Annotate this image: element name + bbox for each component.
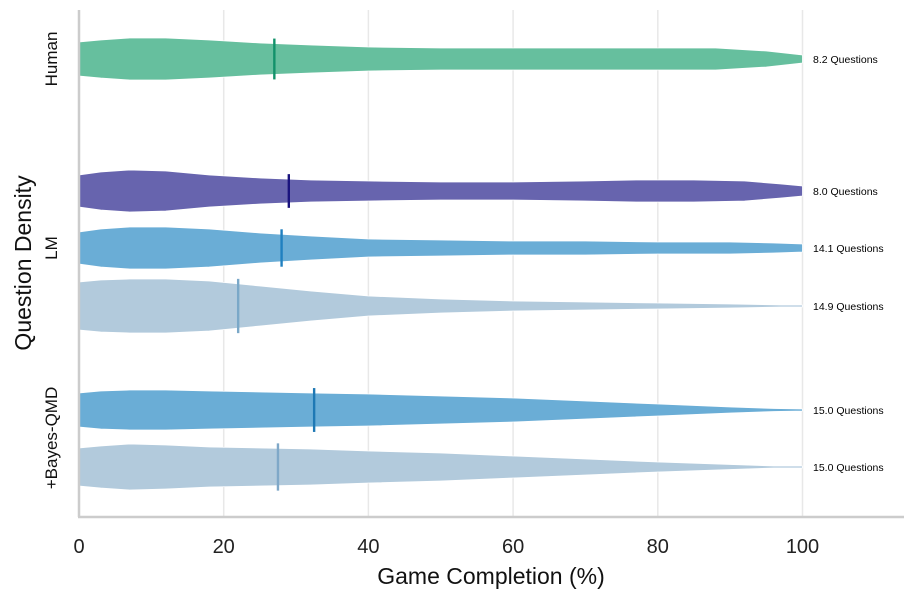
x-tick-label-20: 20 xyxy=(213,536,235,558)
y-axis-title: Question Density xyxy=(10,175,36,351)
x-tick-label-80: 80 xyxy=(647,536,669,558)
count-label-4: 14.9 Questions xyxy=(813,301,884,313)
group-label-lm: LM xyxy=(42,236,61,260)
count-label-2: 8.0 Questions xyxy=(813,186,878,198)
x-tick-label-40: 40 xyxy=(357,536,379,558)
violin-5 xyxy=(78,389,803,431)
group-label-bayes-qmd: +Bayes-QMD xyxy=(42,387,61,490)
grid-lines xyxy=(222,10,804,517)
x-tick-labels: 0 20 40 60 80 100 xyxy=(73,536,819,558)
x-axis-title: Game Completion (%) xyxy=(377,563,605,589)
violin-3 xyxy=(78,226,803,270)
violin-2 xyxy=(78,169,803,213)
question-count-labels: 8.2 Questions 8.0 Questions 14.1 Questions… xyxy=(813,54,884,474)
group-label-human: Human xyxy=(42,32,61,87)
count-label-3: 14.1 Questions xyxy=(813,243,884,255)
violin-4 xyxy=(78,278,803,334)
x-tick-label-60: 60 xyxy=(502,536,524,558)
violin-6 xyxy=(78,443,803,491)
count-label-5: 15.0 Questions xyxy=(813,405,884,417)
count-label-6: 15.0 Questions xyxy=(813,462,884,474)
x-tick-label-100: 100 xyxy=(786,536,819,558)
x-tick-label-0: 0 xyxy=(73,536,84,558)
axes xyxy=(77,10,904,519)
count-label-1: 8.2 Questions xyxy=(813,54,878,66)
violin-plot-area xyxy=(78,37,803,491)
violin-1 xyxy=(78,37,803,81)
